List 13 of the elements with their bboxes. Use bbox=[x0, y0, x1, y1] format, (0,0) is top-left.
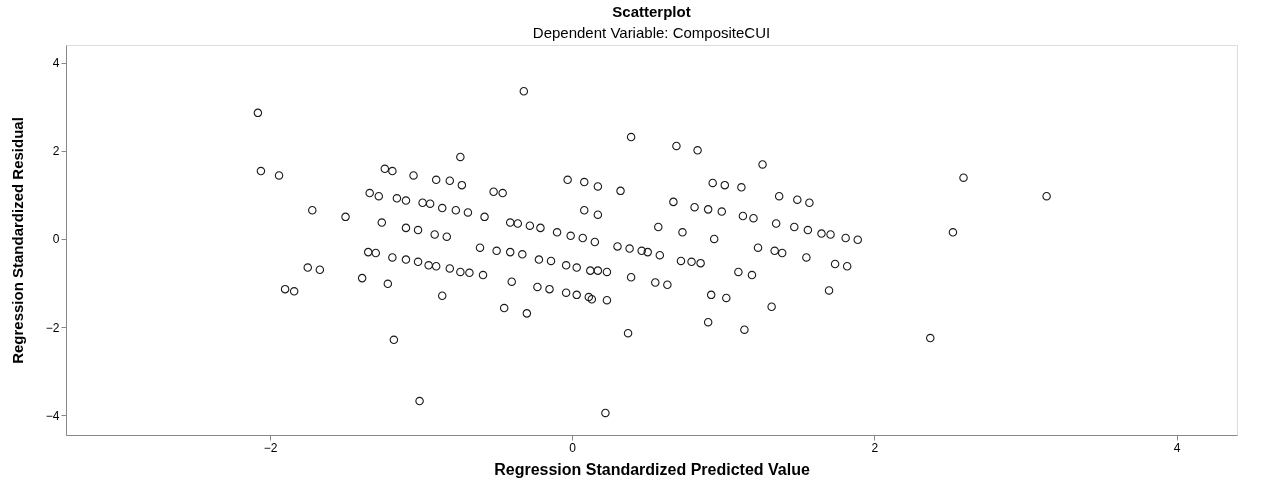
y-tick-label: 4 bbox=[52, 56, 60, 71]
y-tick-label: −2 bbox=[45, 320, 60, 335]
x-tick-label: −2 bbox=[263, 440, 278, 455]
x-tick-label: 2 bbox=[871, 440, 879, 455]
x-tick-label: 0 bbox=[569, 440, 577, 455]
y-tick-label: 2 bbox=[52, 144, 60, 159]
y-axis-title: Regression Standardized Residual bbox=[8, 117, 26, 364]
chart-title: Scatterplot bbox=[612, 3, 691, 20]
x-tick-label: 4 bbox=[1173, 440, 1181, 455]
x-axis-title: Regression Standardized Predicted Value bbox=[494, 460, 810, 478]
chart-subtitle: Dependent Variable: CompositeCUI bbox=[532, 24, 771, 41]
y-tick-label: −4 bbox=[45, 408, 60, 423]
y-tick-label: 0 bbox=[52, 232, 60, 247]
